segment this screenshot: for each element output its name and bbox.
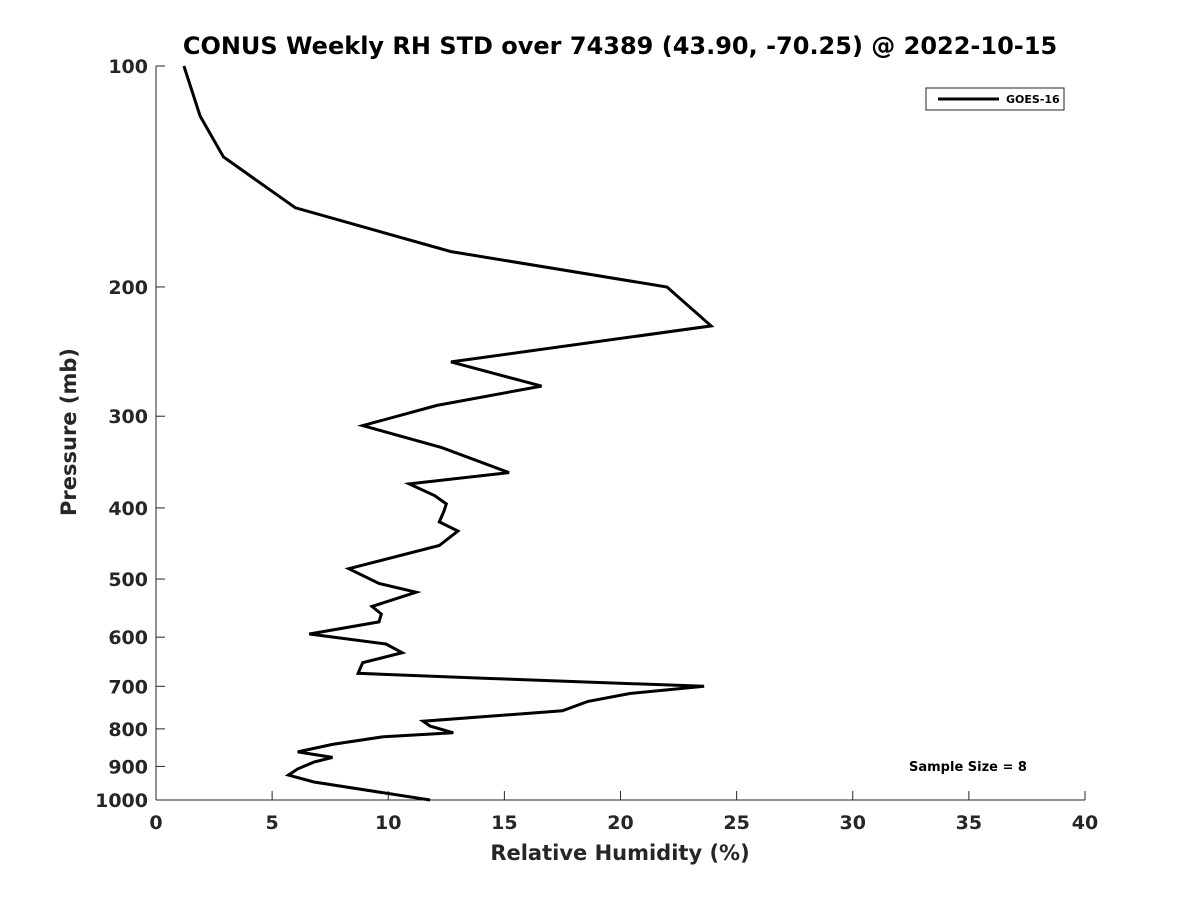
y-tick-label: 800 bbox=[108, 719, 148, 741]
y-axis-ticks: 100 200 300 400 500 600 700 800 900 1000 bbox=[95, 56, 165, 812]
x-tick-label: 25 bbox=[723, 812, 749, 834]
legend: GOES-16 bbox=[925, 87, 1065, 111]
y-tick-label: 400 bbox=[108, 498, 148, 520]
y-tick-label: 1000 bbox=[95, 790, 148, 812]
y-tick-label: 600 bbox=[108, 627, 148, 649]
y-tick-label: 300 bbox=[108, 406, 148, 428]
plot-area: 0 5 10 15 20 25 30 35 40 100 200 300 400 500 600 700 80… bbox=[95, 56, 1098, 834]
sample-size-annotation: Sample Size = 8 bbox=[909, 760, 1027, 775]
y-tick-label: 900 bbox=[108, 756, 148, 778]
x-axis-ticks: 0 5 10 15 20 25 30 35 40 bbox=[149, 791, 1098, 834]
x-tick-label: 5 bbox=[266, 812, 279, 834]
x-tick-label: 10 bbox=[375, 812, 401, 834]
y-tick-label: 500 bbox=[108, 569, 148, 591]
y-tick-label: 700 bbox=[108, 676, 148, 698]
x-tick-label: 20 bbox=[607, 812, 633, 834]
x-tick-label: 0 bbox=[149, 812, 162, 834]
x-axis-label: Relative Humidity (%) bbox=[490, 841, 749, 865]
series-layer bbox=[182, 65, 715, 802]
x-tick-label: 30 bbox=[840, 812, 866, 834]
y-tick-label: 200 bbox=[108, 277, 148, 299]
y-tick-label: 100 bbox=[108, 56, 148, 78]
x-tick-label: 15 bbox=[491, 812, 517, 834]
x-tick-label: 40 bbox=[1072, 812, 1098, 834]
x-tick-label: 35 bbox=[956, 812, 982, 834]
series-line-goes-16 bbox=[182, 65, 715, 802]
chart-title: CONUS Weekly RH STD over 74389 (43.90, -… bbox=[183, 32, 1057, 60]
legend-entry-label: GOES-16 bbox=[1006, 93, 1060, 106]
y-axis-label: Pressure (mb) bbox=[57, 348, 81, 516]
